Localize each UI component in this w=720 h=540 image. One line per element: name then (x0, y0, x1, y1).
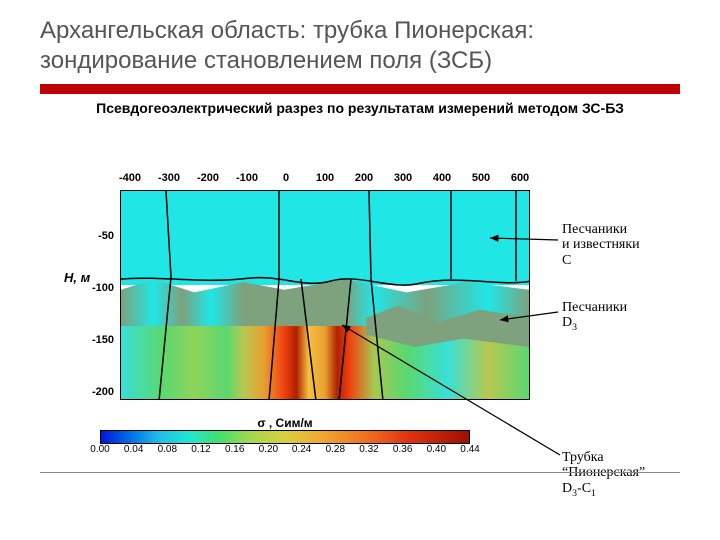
xtick: 300 (394, 172, 412, 184)
cbar-tick: 0.08 (158, 444, 177, 455)
chart-area: H, м -50 -100 -150 -200 -400 -300 -200 -… (70, 170, 530, 410)
colorbar-label: σ , Сим/м (100, 416, 470, 430)
annot-sub: 3 (572, 322, 577, 333)
annot-text: и известняки (562, 237, 640, 252)
annot-text: -C (577, 481, 591, 496)
xtick: 0 (283, 172, 289, 184)
xtick: -100 (236, 172, 258, 184)
xtick: 600 (511, 172, 529, 184)
cbar-tick: 0.20 (259, 444, 278, 455)
annotation-sandstone-limestone: Песчаники и известняки C (562, 222, 640, 268)
cbar-tick: 0.44 (460, 444, 479, 455)
chart-title: Псевдогеоэлектрический разрез по результ… (0, 100, 720, 116)
cbar-tick: 0.04 (124, 444, 143, 455)
cbar-tick: 0.16 (225, 444, 244, 455)
slide-title: Архангельская область: трубка Пионерская… (0, 0, 720, 80)
annot-text: Песчаники (562, 300, 627, 315)
bottom-rule (40, 472, 680, 473)
annot-text: Песчаники (562, 222, 627, 237)
cbar-tick: 0.12 (191, 444, 210, 455)
cbar-tick: 0.32 (359, 444, 378, 455)
cbar-tick: 0.24 (292, 444, 311, 455)
cbar-tick: 0.28 (326, 444, 345, 455)
cbar-tick: 0.00 (90, 444, 109, 455)
ytick: -150 (74, 334, 114, 346)
xtick: 200 (355, 172, 373, 184)
colorbar-ticks: 0.00 0.04 0.08 0.12 0.16 0.20 0.24 0.28 … (100, 444, 470, 458)
annot-text: D (562, 315, 572, 330)
heatmap-plot (120, 190, 530, 400)
ytick: -50 (74, 230, 114, 242)
annotation-pipe: Трубка “Пионерская” D3-C1 (562, 450, 645, 499)
xtick: -400 (119, 172, 141, 184)
xtick: 500 (472, 172, 490, 184)
colorbar: σ , Сим/м 0.00 0.04 0.08 0.12 0.16 0.20 … (100, 420, 470, 458)
cbar-tick: 0.36 (393, 444, 412, 455)
ytick: -200 (74, 386, 114, 398)
annot-sub: 1 (591, 488, 596, 499)
colorbar-gradient (100, 430, 470, 444)
xtick: 400 (433, 172, 451, 184)
xtick: -200 (197, 172, 219, 184)
cbar-tick: 0.40 (427, 444, 446, 455)
xtick: 100 (316, 172, 334, 184)
annot-text: D (562, 481, 572, 496)
ytick: -100 (74, 282, 114, 294)
xtick: -300 (158, 172, 180, 184)
accent-bar (40, 84, 680, 94)
annotation-sandstone-d3: Песчаники D3 (562, 300, 627, 334)
annot-text: Трубка (562, 450, 604, 465)
overlay-lines (121, 191, 530, 400)
annot-text: C (562, 253, 571, 268)
